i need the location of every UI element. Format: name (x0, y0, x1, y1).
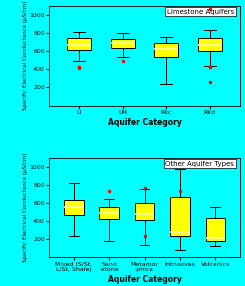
PathPatch shape (135, 203, 154, 220)
PathPatch shape (154, 43, 178, 57)
PathPatch shape (64, 200, 84, 215)
PathPatch shape (67, 38, 91, 50)
PathPatch shape (111, 39, 135, 48)
Y-axis label: Specific Electrical Conductance (μS/cm): Specific Electrical Conductance (μS/cm) (23, 1, 28, 110)
PathPatch shape (206, 218, 225, 241)
Text: Limestone Aquifers: Limestone Aquifers (167, 9, 234, 15)
X-axis label: Aquifer Category: Aquifer Category (108, 275, 182, 284)
Text: Other Aquifer Types: Other Aquifer Types (165, 160, 234, 166)
X-axis label: Aquifer Category: Aquifer Category (108, 118, 182, 126)
PathPatch shape (99, 207, 119, 219)
PathPatch shape (170, 196, 190, 236)
Y-axis label: Specific Electrical Conductance (μS/cm): Specific Electrical Conductance (μS/cm) (23, 153, 28, 262)
PathPatch shape (198, 38, 222, 51)
